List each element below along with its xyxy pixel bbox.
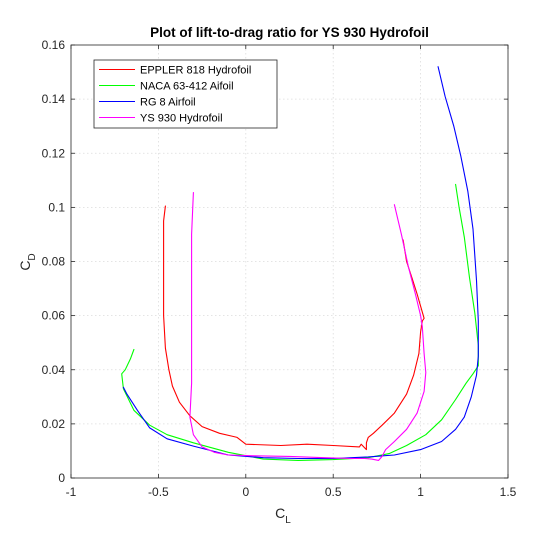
y-axis-label-sub: D xyxy=(27,253,38,260)
y-axis-label: CD xyxy=(17,253,38,270)
legend-label-3: RG 8 Airfoil xyxy=(140,97,196,109)
legend-label-2: NACA 63-412 Aifoil xyxy=(140,81,234,93)
series-layer xyxy=(121,66,479,461)
ticks: -1 -0.5 0 0.5 1 1.5 0 0.02 0.04 0.06 0.08 0.1 0.12 0.… xyxy=(42,38,517,499)
x-tick-label: 0 xyxy=(242,485,249,499)
x-axis-label-sub: L xyxy=(285,515,291,526)
legend-label-1: EPPLER 818 Hydrofoil xyxy=(140,65,251,77)
y-axis-label-main: C xyxy=(17,261,33,271)
chart-title: Plot of lift-to-drag ratio for YS 930 Hy… xyxy=(150,25,429,40)
x-tick-label: -1 xyxy=(66,485,77,499)
y-tick-label: 0.16 xyxy=(42,38,66,52)
grid xyxy=(71,45,508,478)
y-tick-label: 0.02 xyxy=(42,417,66,431)
legend-box xyxy=(93,59,278,129)
y-tick-label: 0.04 xyxy=(42,363,66,377)
x-axis-label: CL xyxy=(275,505,291,526)
legend-label-4: YS 930 Hydrofoil xyxy=(140,113,223,125)
x-tick-label: 1.5 xyxy=(500,485,517,499)
x-tick-label: 0.5 xyxy=(325,485,342,499)
series-line-3 xyxy=(122,66,479,460)
y-tick-label: 0.06 xyxy=(42,309,66,323)
y-tick-label: 0.14 xyxy=(42,92,66,106)
y-tick-label: 0.1 xyxy=(48,200,65,214)
legend: EPPLER 818 Hydrofoil NACA 63-412 Aifoil RG… xyxy=(93,59,278,129)
x-tick-label: 1 xyxy=(417,485,424,499)
series-line-4 xyxy=(189,191,427,461)
x-tick-label: -0.5 xyxy=(148,485,169,499)
y-tick-label: 0.12 xyxy=(42,146,66,160)
y-tick-label: 0 xyxy=(58,471,65,485)
x-axis-label-main: C xyxy=(275,505,285,521)
series-line-1 xyxy=(163,205,425,451)
y-tick-label: 0.08 xyxy=(42,255,66,269)
